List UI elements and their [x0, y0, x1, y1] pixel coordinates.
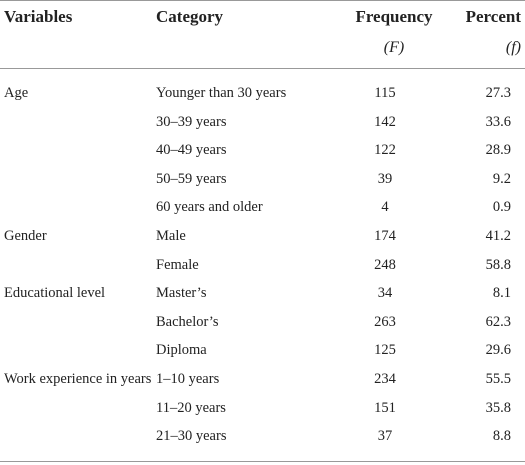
- header-cell: Percent (f): [434, 1, 525, 69]
- table-row: 40–49 years 122 28.9: [0, 136, 525, 165]
- frequency-cell: 39: [377, 170, 393, 187]
- frequency-cell: 37: [377, 428, 393, 445]
- spacer-cell: [0, 69, 525, 80]
- category-cell: 11–20 years: [156, 399, 226, 416]
- table-row: Work experience in years 1–10 years 234 55.…: [0, 365, 525, 394]
- frequency-cell: 4: [381, 199, 389, 216]
- category-cell: 1–10 years: [156, 370, 220, 387]
- percent-cell: 55.5: [485, 370, 511, 387]
- percent-cell: 33.6: [485, 113, 511, 130]
- percent-cell: 8.8: [492, 428, 511, 445]
- percent-cell: 35.8: [485, 399, 511, 416]
- variable-cell: Age: [4, 85, 29, 101]
- spacer: [0, 69, 525, 80]
- table-row: Gender Male 174 41.2: [0, 222, 525, 251]
- table-row: Diploma 125 29.6: [0, 336, 525, 365]
- header-cell: Category: [156, 1, 336, 69]
- percent-cell: 8.1: [492, 285, 511, 302]
- frequency-cell: 174: [374, 227, 396, 244]
- table-row: 30–39 years 142 33.6: [0, 108, 525, 137]
- frequency-cell: 122: [374, 142, 396, 159]
- variable-cell: Gender: [4, 227, 47, 244]
- category-cell: Female: [156, 256, 199, 273]
- table-row: 50–59 years 39 9.2: [0, 165, 525, 194]
- header-label: Frequency: [355, 7, 433, 26]
- percent-cell: 0.9: [492, 199, 511, 216]
- category-cell: Master’s: [156, 285, 207, 302]
- header-label: Percent: [465, 7, 521, 26]
- percent-cell: 28.9: [485, 142, 511, 159]
- frequency-cell: 142: [374, 113, 396, 130]
- category-cell: 21–30 years: [156, 428, 227, 445]
- table-row: Age Younger than 30 years 115 27.3: [0, 79, 525, 108]
- header-cell: Frequency (F): [336, 1, 434, 69]
- category-cell: 30–39 years: [156, 113, 227, 130]
- header-row: Variables Category Frequency (F) Percent (f): [0, 1, 525, 69]
- frequency-cell: 115: [374, 85, 396, 101]
- frequency-cell: 248: [374, 256, 396, 273]
- percent-cell: 41.2: [485, 227, 511, 244]
- frequency-cell: 263: [374, 313, 396, 330]
- table-row: 21–30 years 37 8.8: [0, 422, 525, 451]
- table-row: Bachelor’s 263 62.3: [0, 308, 525, 337]
- spacer: [0, 451, 525, 462]
- frequency-cell: 151: [374, 399, 396, 416]
- table-body: Age Younger than 30 years 115 27.3 30–39 yea…: [0, 69, 525, 462]
- frequency-cell: 234: [374, 370, 396, 387]
- header-cell: Variables: [0, 1, 156, 69]
- header-label: Category: [156, 7, 224, 26]
- header-symbol: (F): [383, 39, 405, 56]
- table-row: 11–20 years 151 35.8: [0, 394, 525, 423]
- category-cell: Bachelor’s: [156, 313, 219, 330]
- spacer-cell: [0, 451, 525, 462]
- category-cell: 40–49 years: [156, 142, 227, 159]
- variable-cell: Work experience in years: [4, 370, 152, 387]
- category-cell: Diploma: [156, 342, 207, 359]
- percent-cell: 27.3: [485, 85, 511, 101]
- table-row: Female 248 58.8: [0, 251, 525, 280]
- header-symbol: (f): [505, 39, 521, 56]
- table-header: Variables Category Frequency (F) Percent (f): [0, 1, 525, 69]
- percent-cell: 29.6: [485, 342, 511, 359]
- frequency-cell: 34: [377, 285, 393, 302]
- category-cell: Younger than 30 years: [156, 85, 287, 101]
- table-row: 60 years and older 4 0.9: [0, 193, 525, 222]
- percent-cell: 62.3: [485, 313, 511, 330]
- frequency-cell: 125: [374, 342, 396, 359]
- header-label: Variables: [4, 7, 73, 26]
- category-cell: Male: [156, 227, 186, 244]
- table-row: Educational level Master’s 34 8.1: [0, 279, 525, 308]
- percent-cell: 9.2: [492, 170, 511, 187]
- category-cell: 50–59 years: [156, 170, 227, 187]
- variable-cell: Educational level: [4, 285, 106, 302]
- percent-cell: 58.8: [485, 256, 511, 273]
- category-cell: 60 years and older: [156, 199, 263, 216]
